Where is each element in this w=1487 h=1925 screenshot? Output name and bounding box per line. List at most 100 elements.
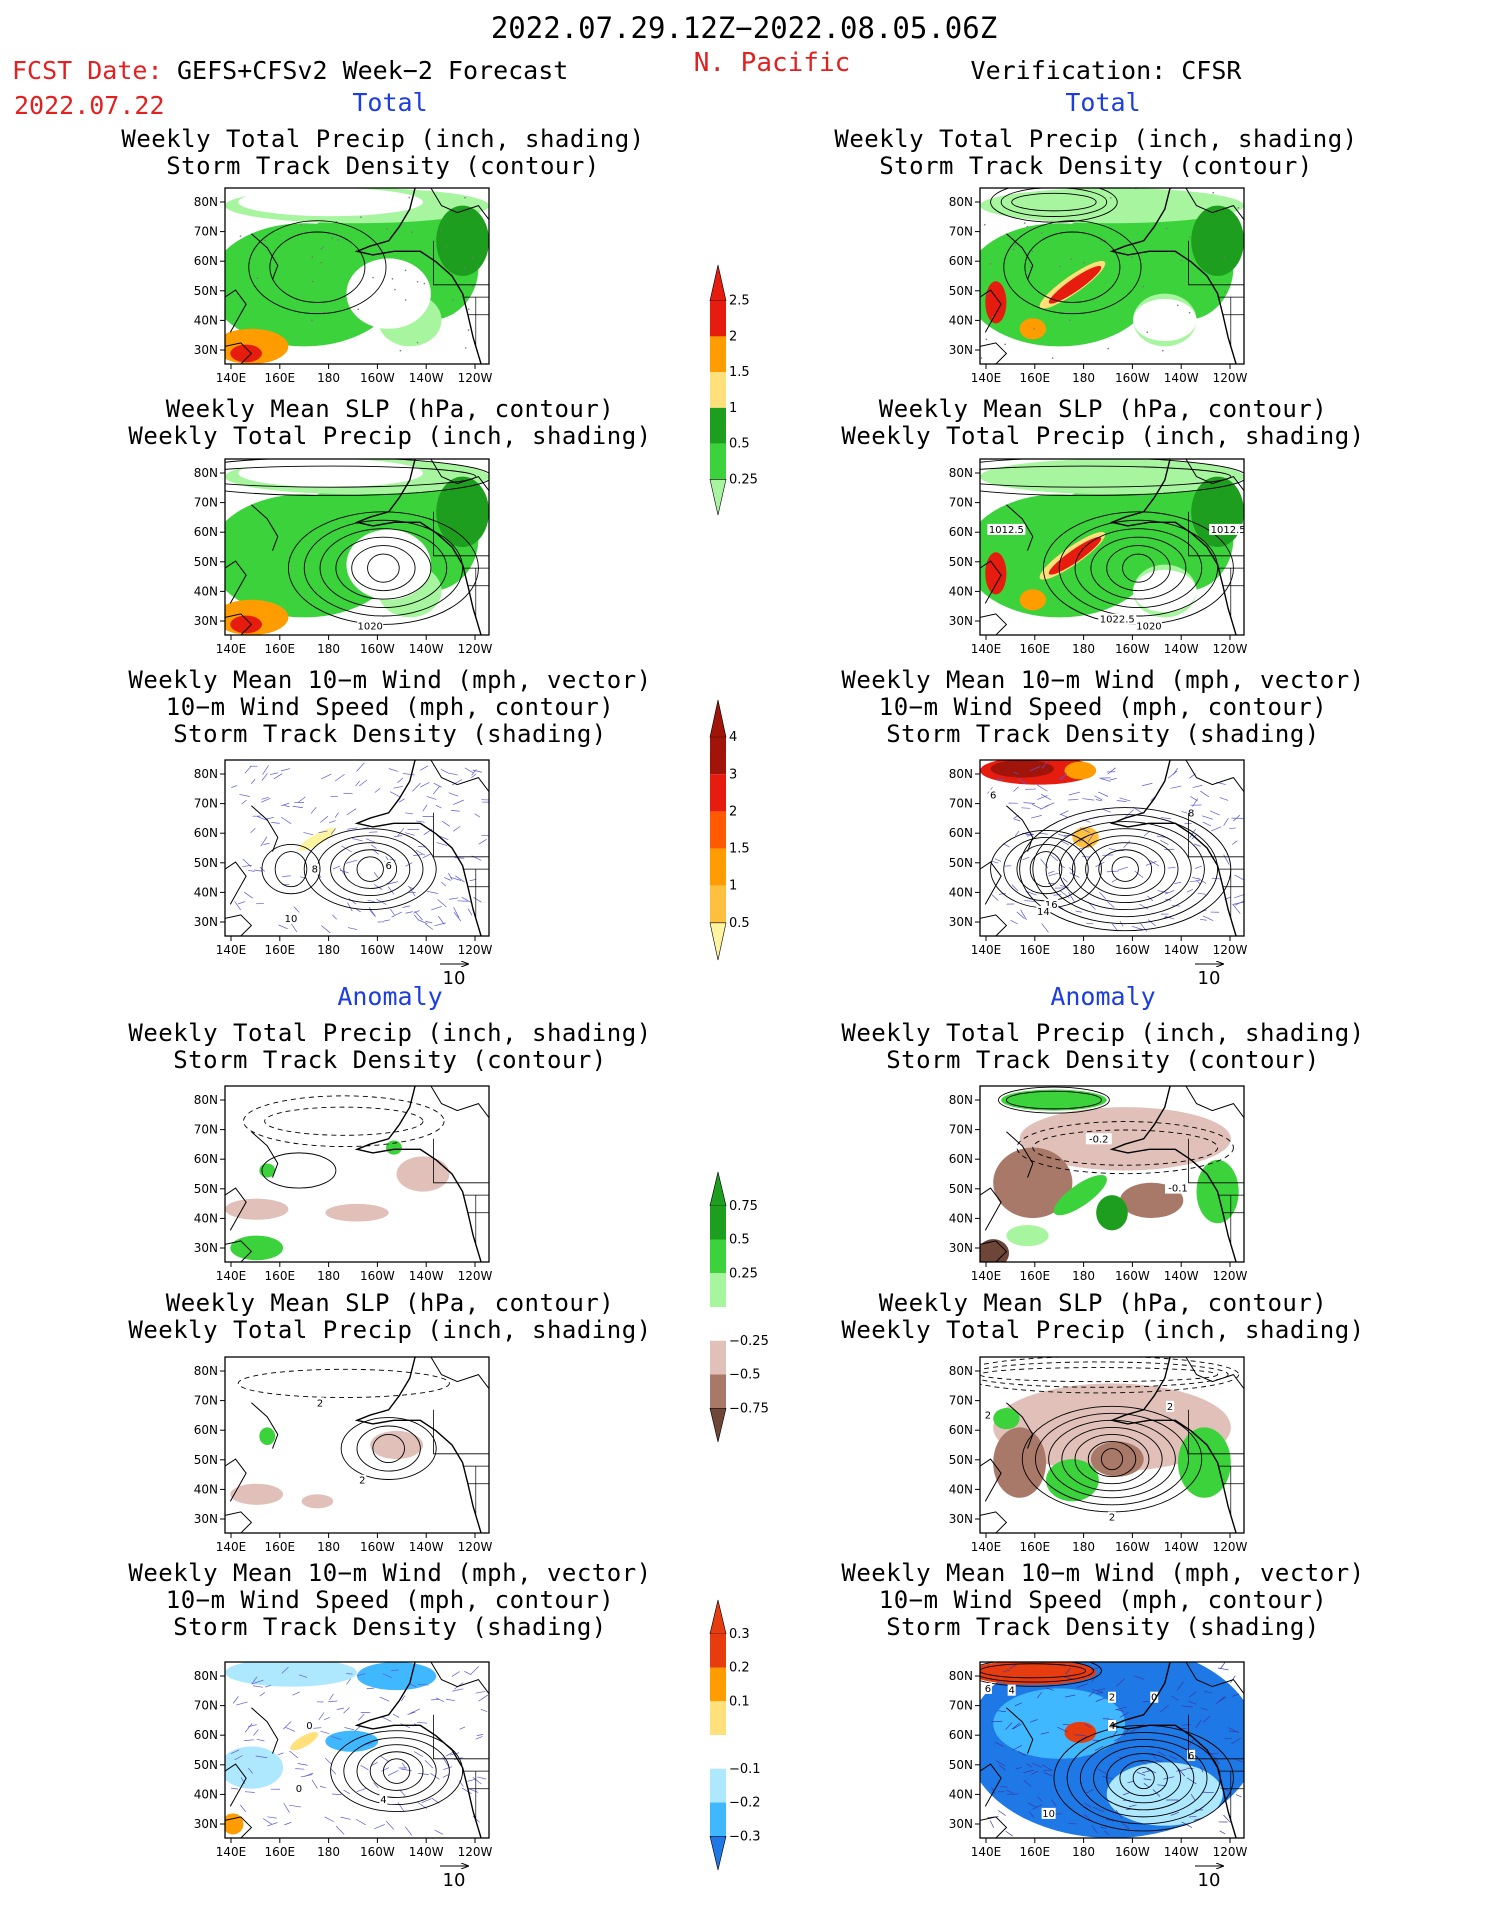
wind-vector bbox=[1068, 867, 1075, 872]
colorbar-bottom-arrow bbox=[709, 1835, 727, 1871]
wind-vector bbox=[1010, 919, 1018, 925]
wind-vector bbox=[1234, 900, 1244, 906]
slp-anom-contour bbox=[1100, 1448, 1124, 1471]
precip-anom-shade bbox=[993, 1427, 1046, 1498]
storm-track-dot bbox=[322, 311, 325, 314]
wind-vector bbox=[1031, 1770, 1039, 1775]
colorbar-label: 1.5 bbox=[729, 365, 750, 380]
wind-vector bbox=[1174, 881, 1182, 885]
wind-vector bbox=[1193, 843, 1201, 847]
wind-vector bbox=[346, 859, 358, 864]
wind-vector bbox=[383, 919, 391, 922]
wind-vector bbox=[265, 1684, 272, 1688]
slp-contour bbox=[1090, 536, 1187, 600]
wind-vector bbox=[1048, 872, 1059, 877]
slp-contour-label: 1020 bbox=[357, 622, 382, 633]
wind-vector bbox=[1107, 901, 1115, 908]
coastline-arctic bbox=[1185, 760, 1244, 792]
map-panel-left-wind-anom: 0 4 0 80N 70N 60N 50N 40N 30N 140E 160E 180 160W 140W… bbox=[194, 1661, 493, 1891]
coastline-arctic bbox=[1185, 459, 1244, 491]
wind-vector bbox=[459, 1726, 466, 1730]
storm-anom-shade bbox=[980, 1662, 1097, 1685]
coastline-japan bbox=[980, 1240, 1008, 1262]
wind-vector bbox=[1194, 865, 1202, 869]
wind-contour-label: 8 bbox=[1188, 808, 1194, 819]
lat-tick-label: 80N bbox=[949, 466, 973, 480]
coastline-asia bbox=[225, 1187, 247, 1231]
lat-tick-label: 40N bbox=[194, 584, 218, 598]
colorbar-segment bbox=[710, 811, 726, 849]
title-left-wind-anom: Weekly Mean 10−m Wind (mph, vector) 10−m … bbox=[128, 1559, 652, 1641]
coastline-arctic bbox=[1185, 188, 1244, 220]
lat-tick-label: 80N bbox=[194, 1093, 218, 1107]
wind-vector bbox=[1096, 1692, 1104, 1694]
wind-vector bbox=[417, 845, 426, 848]
lon-tick-label: 120W bbox=[458, 1269, 493, 1283]
wind-vector bbox=[391, 1669, 399, 1672]
storm-track-dot bbox=[386, 228, 388, 230]
wind-vector bbox=[1043, 1772, 1053, 1777]
precip-anom-shade bbox=[370, 1430, 423, 1460]
colorbar-segment bbox=[710, 848, 726, 886]
wind-vector bbox=[284, 1822, 292, 1826]
wind-vector bbox=[1170, 1695, 1179, 1701]
lon-tick-label: 180 bbox=[1072, 371, 1095, 385]
lon-tick-label: 120W bbox=[458, 1540, 493, 1554]
wind-vector bbox=[298, 1674, 308, 1678]
wind-speed-contour bbox=[303, 828, 437, 911]
wind-vector bbox=[1051, 1799, 1057, 1806]
storm-track-dot bbox=[408, 196, 411, 199]
storm-anom-shade bbox=[357, 1662, 437, 1691]
colorbar-segment bbox=[710, 737, 726, 775]
precip-clear bbox=[238, 459, 423, 488]
storm-track-contour bbox=[1024, 231, 1121, 303]
colorbar-segment bbox=[710, 1701, 726, 1735]
wind-vector bbox=[1065, 1668, 1071, 1675]
storm-track-dot bbox=[411, 231, 413, 233]
coastline-asia bbox=[980, 1458, 1002, 1502]
wind-vector bbox=[1147, 919, 1156, 927]
border-canada bbox=[1188, 240, 1244, 286]
wind-vector bbox=[1112, 923, 1119, 932]
wind-vector bbox=[328, 820, 336, 824]
wind-vector bbox=[1097, 791, 1109, 797]
wind-vector bbox=[1022, 856, 1030, 861]
slp-anom-contour bbox=[1087, 1441, 1137, 1478]
wind-vector bbox=[1099, 891, 1107, 899]
wind-vector bbox=[1119, 1711, 1129, 1718]
wind-vector bbox=[1231, 840, 1238, 845]
wind-contour-label-bg bbox=[1036, 905, 1051, 917]
wind-anom-contour-label-bg bbox=[983, 1682, 992, 1694]
wind-vector bbox=[1062, 877, 1068, 883]
wind-vector bbox=[295, 1768, 305, 1770]
storm-track-dot bbox=[980, 357, 983, 359]
lat-tick-label: 80N bbox=[194, 195, 218, 209]
storm-track-dot bbox=[467, 329, 470, 331]
wind-vector bbox=[283, 1802, 290, 1813]
storm-track-dot bbox=[416, 341, 419, 344]
lat-tick-label: 40N bbox=[949, 313, 973, 327]
colorbar-label: 2.5 bbox=[729, 294, 750, 309]
lat-tick-label: 80N bbox=[949, 767, 973, 781]
lat-tick-label: 60N bbox=[949, 826, 973, 840]
wind-vector bbox=[365, 1743, 372, 1745]
wind-vector bbox=[1234, 894, 1244, 899]
storm-track-dot bbox=[1031, 250, 1034, 252]
lat-tick-label: 40N bbox=[194, 885, 218, 899]
coastline-japan bbox=[980, 342, 1008, 364]
wind-vector bbox=[341, 845, 352, 853]
wind-vector bbox=[1031, 803, 1042, 810]
wind-vector bbox=[1160, 1704, 1169, 1713]
wind-vector bbox=[1092, 1688, 1104, 1693]
wind-vector bbox=[1210, 810, 1220, 816]
wind-vector bbox=[398, 798, 405, 803]
precip-shade bbox=[1019, 589, 1046, 611]
precip-anom-shade bbox=[396, 1156, 450, 1192]
colorbar-label: 0.25 bbox=[729, 472, 758, 487]
border-canada bbox=[433, 1714, 489, 1760]
wind-anom-contour-label-bg bbox=[305, 1719, 314, 1731]
lat-tick-label: 80N bbox=[949, 195, 973, 209]
lon-tick-label: 180 bbox=[1072, 642, 1095, 656]
storm-track-dot bbox=[1131, 256, 1133, 258]
wind-vector bbox=[464, 1671, 472, 1675]
